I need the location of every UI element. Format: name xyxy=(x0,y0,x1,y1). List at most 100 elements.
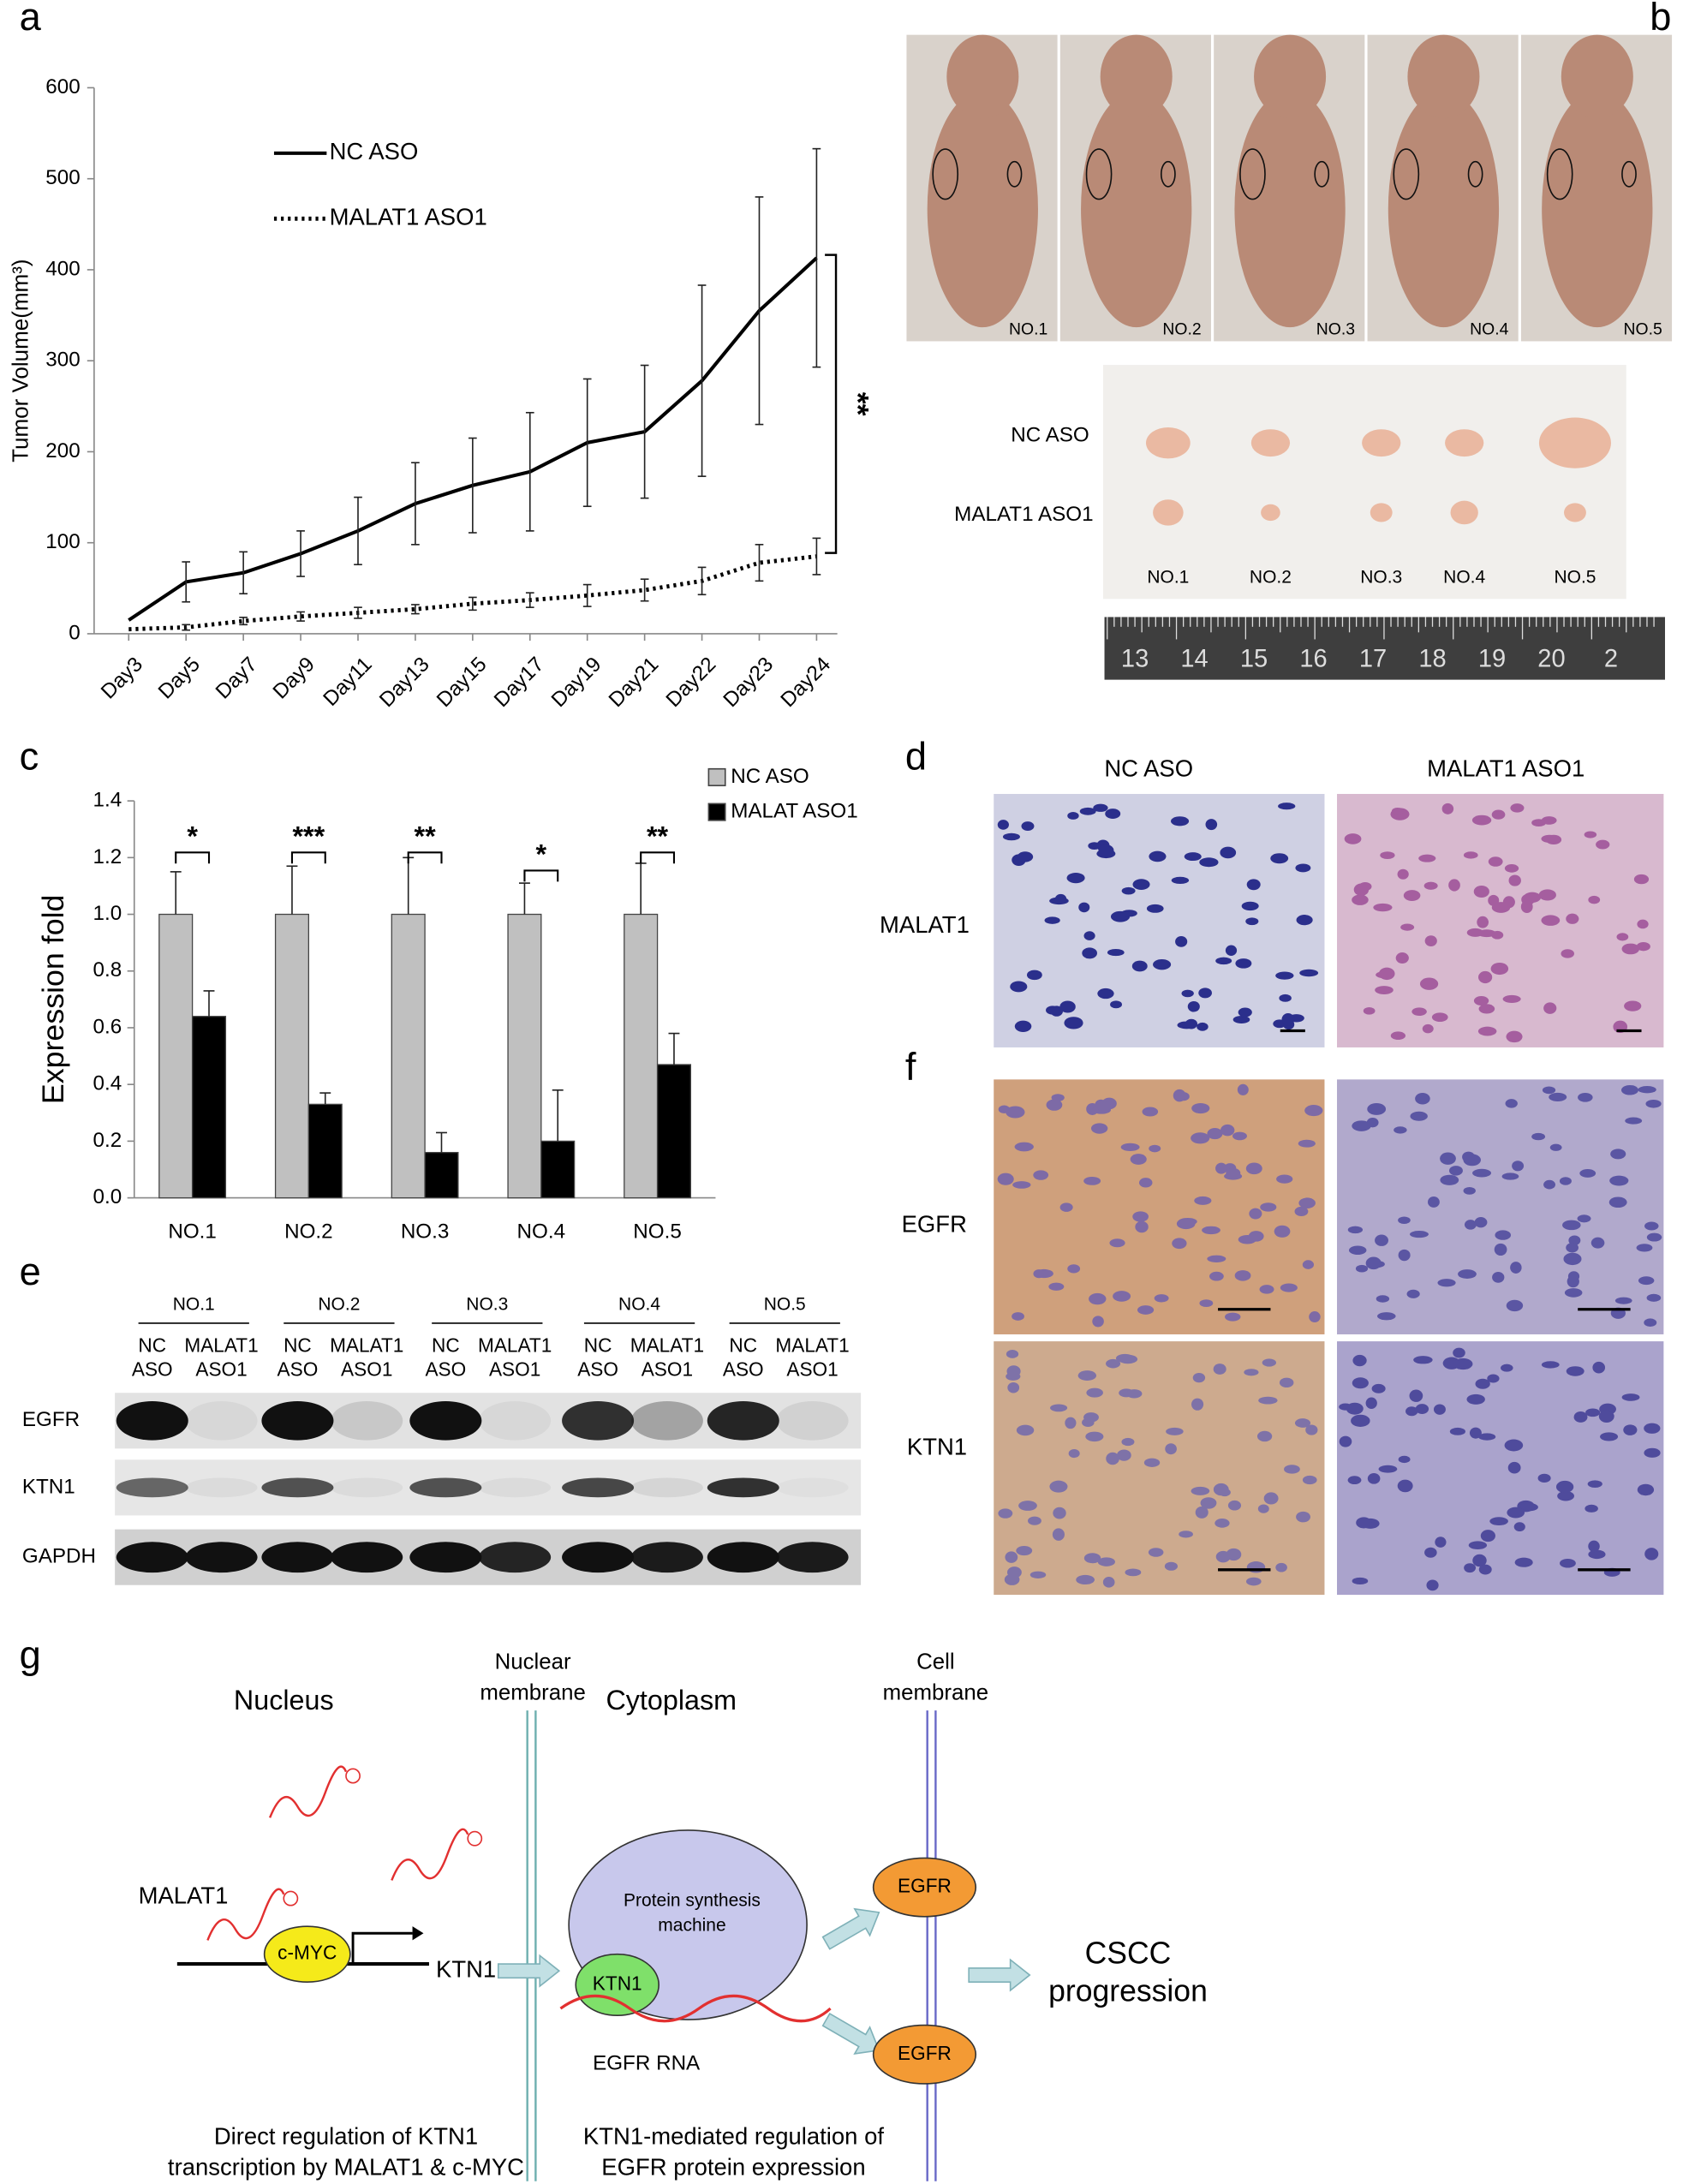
nucleus xyxy=(1181,989,1194,998)
nucleus xyxy=(1149,1144,1161,1153)
nucleus xyxy=(1469,1427,1482,1439)
blot-band xyxy=(707,1401,779,1441)
nucleus xyxy=(997,1173,1014,1185)
nucleus xyxy=(998,1105,1011,1114)
y-tick-label: 0 xyxy=(69,621,80,644)
nucleus xyxy=(1294,1206,1309,1216)
nucleus xyxy=(1026,970,1042,981)
error-bar xyxy=(403,856,415,915)
legend-label: MALAT ASO1 xyxy=(731,799,858,822)
blot-band xyxy=(630,1401,703,1441)
nucleus xyxy=(1207,1128,1223,1140)
nucleus xyxy=(1645,1100,1662,1108)
row-label: GAPDH xyxy=(22,1545,96,1568)
nucleus xyxy=(1175,935,1188,947)
nucleus xyxy=(1246,1561,1266,1573)
significance-bracket xyxy=(825,254,838,554)
blot-band xyxy=(562,1542,635,1573)
nucleus xyxy=(1405,1406,1418,1417)
nucleus xyxy=(1410,1111,1428,1121)
significance-bracket xyxy=(407,851,443,864)
nucleus xyxy=(1120,910,1137,917)
nucleus xyxy=(1347,1226,1364,1234)
nucleus xyxy=(1237,1083,1249,1095)
nucleus xyxy=(1487,1374,1500,1383)
nucleus xyxy=(1279,994,1292,1002)
nucleus xyxy=(1274,1225,1291,1238)
error-bar xyxy=(635,862,647,915)
x-tick-label: NO.4 xyxy=(517,1220,566,1244)
region-label: Nucleus xyxy=(234,1685,334,1716)
nucleus xyxy=(1566,1243,1579,1253)
region-label: membrane xyxy=(480,1680,586,1704)
blot-band xyxy=(707,1542,779,1573)
nucleus xyxy=(1245,1162,1262,1175)
significance-label: ** xyxy=(840,392,874,416)
block-arrow xyxy=(821,1907,880,1950)
error-bar xyxy=(170,871,182,915)
nucleus xyxy=(1052,1528,1065,1541)
nucleus xyxy=(1458,1269,1477,1279)
nucleus xyxy=(1561,949,1574,958)
nucleus xyxy=(1563,1252,1582,1266)
region-label: Cell xyxy=(916,1650,955,1674)
nucleus xyxy=(1513,1522,1525,1532)
nucleus xyxy=(1280,1283,1298,1292)
mouse-label: NO.2 xyxy=(1162,320,1201,339)
nucleus xyxy=(1566,1366,1585,1376)
tumor-outline xyxy=(1314,160,1330,188)
nucleus xyxy=(1215,1550,1231,1563)
nucleus xyxy=(1077,1370,1097,1381)
tumor-outline xyxy=(1393,148,1420,200)
nucleus xyxy=(1637,919,1649,929)
nucleus xyxy=(1256,1430,1273,1442)
mouse-body xyxy=(1234,90,1346,328)
nucleus xyxy=(1638,1085,1656,1094)
nucleus xyxy=(1614,1297,1632,1304)
nucleus xyxy=(1512,1161,1525,1172)
blot-band xyxy=(707,1477,779,1498)
sample-label: NO.5 xyxy=(764,1294,806,1314)
label: EGFR xyxy=(898,2042,952,2064)
nucleus xyxy=(1610,1149,1626,1160)
nucleus xyxy=(1638,1276,1655,1286)
nucleus xyxy=(1501,1364,1513,1372)
legend-label: MALAT1 ASO1 xyxy=(330,204,487,230)
nucleus xyxy=(1198,988,1212,999)
nucleus xyxy=(1016,1424,1035,1436)
nucleus xyxy=(1270,853,1289,864)
legend-swatch xyxy=(707,767,726,787)
y-tick-label: 100 xyxy=(45,530,80,553)
nucleus xyxy=(1397,868,1409,880)
nucleus xyxy=(1143,1458,1161,1467)
lane-label: ASO1 xyxy=(489,1358,540,1380)
tissue-image xyxy=(994,1341,1325,1596)
tissue-image xyxy=(1337,1079,1664,1334)
nucleus xyxy=(1355,1264,1369,1273)
nucleus xyxy=(1257,1504,1269,1513)
error-bar xyxy=(640,364,649,499)
nucleus xyxy=(1375,1234,1388,1246)
nucleus xyxy=(1121,886,1136,895)
error-bar xyxy=(436,1131,447,1153)
y-tick-label: 600 xyxy=(45,75,80,98)
nucleus xyxy=(1394,1126,1407,1134)
blot-band xyxy=(409,1542,482,1573)
region-label: Cytoplasm xyxy=(606,1685,737,1716)
nucleus xyxy=(1373,903,1393,912)
row-label: MALAT1 xyxy=(880,911,970,938)
nucleus xyxy=(1110,1000,1122,1009)
nucleus xyxy=(1418,854,1436,862)
bar xyxy=(391,913,426,1199)
nucleus xyxy=(1564,1288,1583,1298)
nucleus xyxy=(1113,1291,1131,1302)
label: EGFR xyxy=(898,1875,952,1897)
tumor-label: NO.2 xyxy=(1250,567,1292,587)
nucleus xyxy=(1608,1196,1627,1208)
nucleus xyxy=(1480,1530,1495,1543)
nucleus xyxy=(1543,1179,1556,1190)
blot-band xyxy=(776,1542,849,1573)
tumor xyxy=(1538,417,1611,468)
nucleus xyxy=(1625,1117,1643,1125)
lane-label: MALAT1 xyxy=(630,1334,704,1357)
